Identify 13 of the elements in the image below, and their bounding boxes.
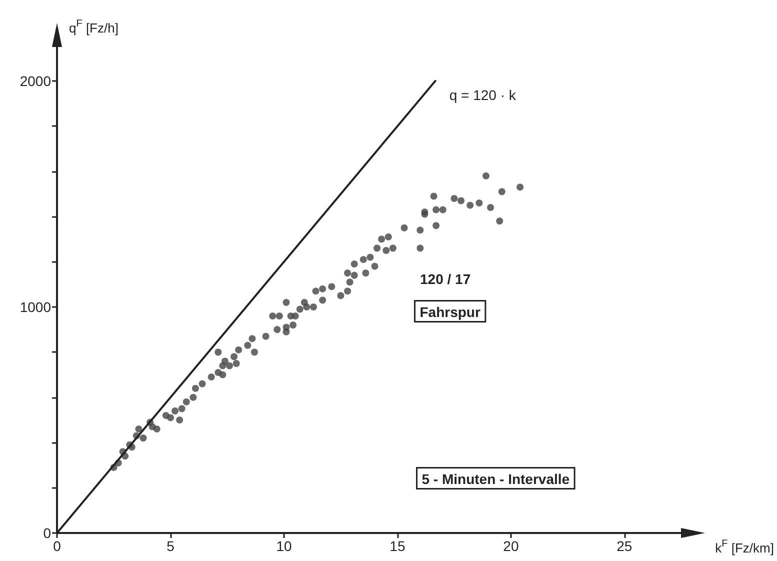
x-tick-label: 25 <box>616 538 632 554</box>
y-tick-label: 2000 <box>20 72 52 89</box>
x-tick-label: 5 <box>166 538 175 554</box>
x-tick-label: 10 <box>276 538 292 554</box>
x-tick-label: 15 <box>390 538 406 554</box>
series-label: q = 120 · k <box>449 86 517 103</box>
x-tick-label: 20 <box>503 538 519 554</box>
x-tick-label: 0 <box>53 538 62 554</box>
annotation: 120 / 17 <box>420 271 471 287</box>
annotation: 5 - Minuten - Intervalle <box>422 470 570 487</box>
y-tick-label: 1000 <box>20 298 52 315</box>
y-tick-label: 0 <box>43 525 52 541</box>
annotation: Fahrspur <box>420 304 481 320</box>
